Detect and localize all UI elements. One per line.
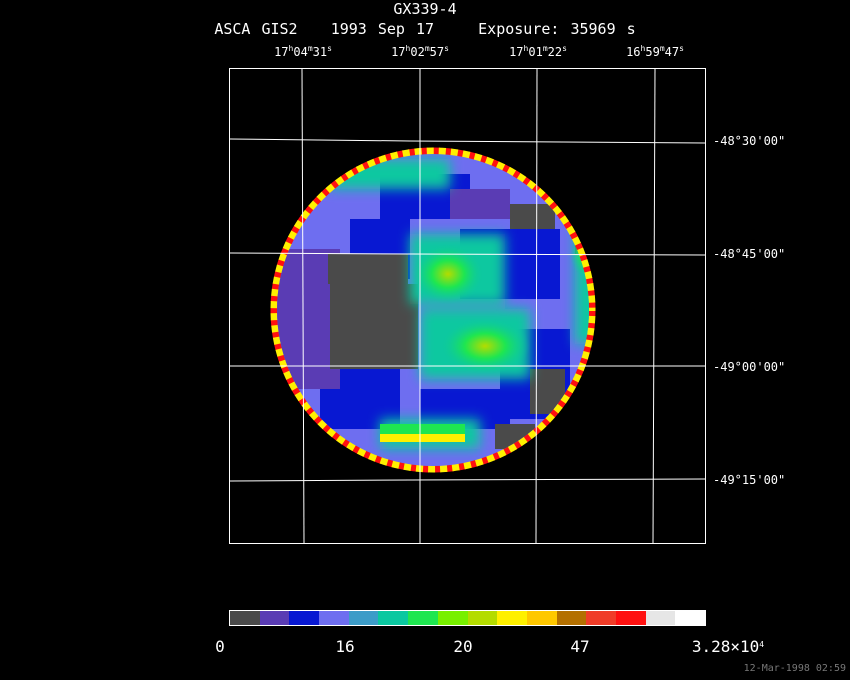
colorbar-max-label: 3.28×104 [691,637,765,656]
colorbar-label: 20 [453,637,473,656]
exposure-label: Exposure: 35969 s [478,20,636,38]
colorbar-label: 16 [335,637,355,656]
colorbar-swatch [289,611,320,625]
dec-label: -48°45'00" [713,247,786,261]
ra-label: 17h01m22s [509,44,567,60]
colorbar-swatch [556,611,587,625]
colorbar-swatch [230,611,260,625]
ra-label: 17h04m31s [274,44,332,60]
colorbar-swatch [526,611,557,625]
colorbar-swatch [497,611,527,625]
instrument-label: ASCA GIS2 [214,20,298,38]
colorbar-swatch [319,611,349,625]
dec-label: -49°15'00" [713,473,786,487]
observation-info: ASCA GIS2 1993 Sep 17 Exposure: 35969 s [0,20,850,38]
colorbar-swatch [408,611,438,625]
timestamp: 12-Mar-1998 02:59 [743,663,846,674]
image-title: GX339-4 [393,0,457,18]
colorbar-swatch [586,611,616,625]
colorbar-swatch [378,611,409,625]
ra-label: 17h02m57s [391,44,449,60]
colorbar-swatch [645,611,676,625]
dec-label: -49°00'00" [713,360,786,374]
dec-label: -48°30'00" [713,134,786,148]
colorbar-swatch [259,611,290,625]
colorbar [229,610,706,626]
xray-image [230,69,705,543]
xray-image-panel [229,68,706,544]
colorbar-swatch [675,611,705,625]
observation-date: 1993 Sep 17 [330,20,435,38]
colorbar-swatch [348,611,379,625]
ra-label: 16h59m47s [626,44,684,60]
colorbar-label: 0 [215,637,225,656]
colorbar-swatch [467,611,498,625]
colorbar-label: 47 [570,637,590,656]
colorbar-swatch [437,611,468,625]
colorbar-swatch [615,611,646,625]
